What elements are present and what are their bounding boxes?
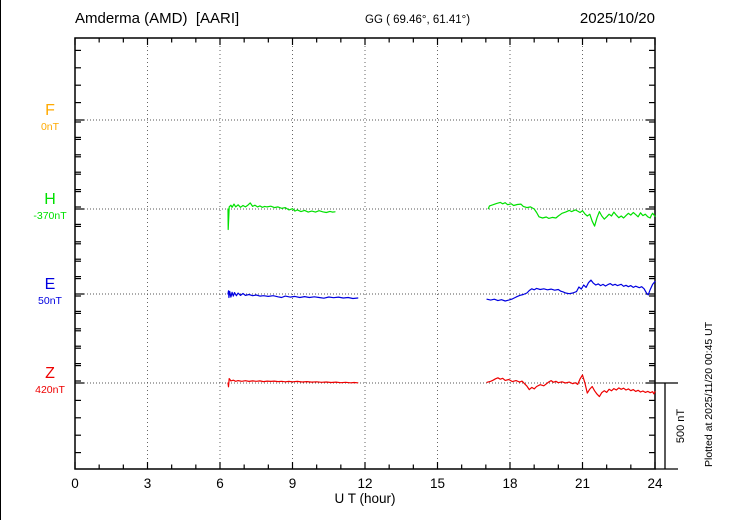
station-title: Amderma (AMD) [AARI] xyxy=(75,10,240,27)
window-left-border xyxy=(0,0,1,520)
x-tick-label-3: 3 xyxy=(143,476,152,491)
x-axis-tick-labels: 0 3 6 9 12 15 18 21 24 xyxy=(0,476,730,492)
x-tick-label-6: 6 xyxy=(216,476,224,491)
component-label-z: Z 420nT xyxy=(22,366,78,396)
x-axis-title: U T (hour) xyxy=(334,491,396,506)
plot-date: 2025/10/20 xyxy=(579,10,655,27)
trace-e xyxy=(227,279,656,302)
x-tick-label-0: 0 xyxy=(71,476,79,491)
scale-bar xyxy=(655,382,678,470)
geographic-coords: GG ( 69.46°, 61.41°) xyxy=(365,14,471,26)
component-letter: Z xyxy=(45,365,55,382)
component-label-h: H -370nT xyxy=(22,192,78,222)
component-label-e: E 50nT xyxy=(22,277,78,307)
x-tick-label-9: 9 xyxy=(288,476,297,491)
nt-ticks xyxy=(75,49,655,454)
trace-z xyxy=(227,374,656,398)
component-baseline-value: 420nT xyxy=(35,384,65,396)
trace-h xyxy=(227,201,656,231)
x-tick-label-21: 21 xyxy=(574,476,591,491)
component-baseline-value: 50nT xyxy=(38,295,62,307)
component-letter: F xyxy=(45,102,55,119)
hour-ticks xyxy=(74,38,656,469)
component-letter: E xyxy=(44,276,56,293)
component-baseline-value: 0nT xyxy=(40,121,60,133)
x-tick-label-12: 12 xyxy=(357,476,373,491)
component-letter: H xyxy=(44,191,56,208)
scale-bar-label: 500 nT xyxy=(675,408,687,444)
component-baseline-value: -370nT xyxy=(33,210,67,222)
x-tick-label-24: 24 xyxy=(647,476,663,491)
x-tick-label-15: 15 xyxy=(429,476,446,491)
x-tick-label-18: 18 xyxy=(502,476,518,491)
plotted-at-timestamp: Plotted at 2025/11/20 00:45 UT xyxy=(703,321,715,467)
component-label-f: F 0nT xyxy=(22,103,78,133)
